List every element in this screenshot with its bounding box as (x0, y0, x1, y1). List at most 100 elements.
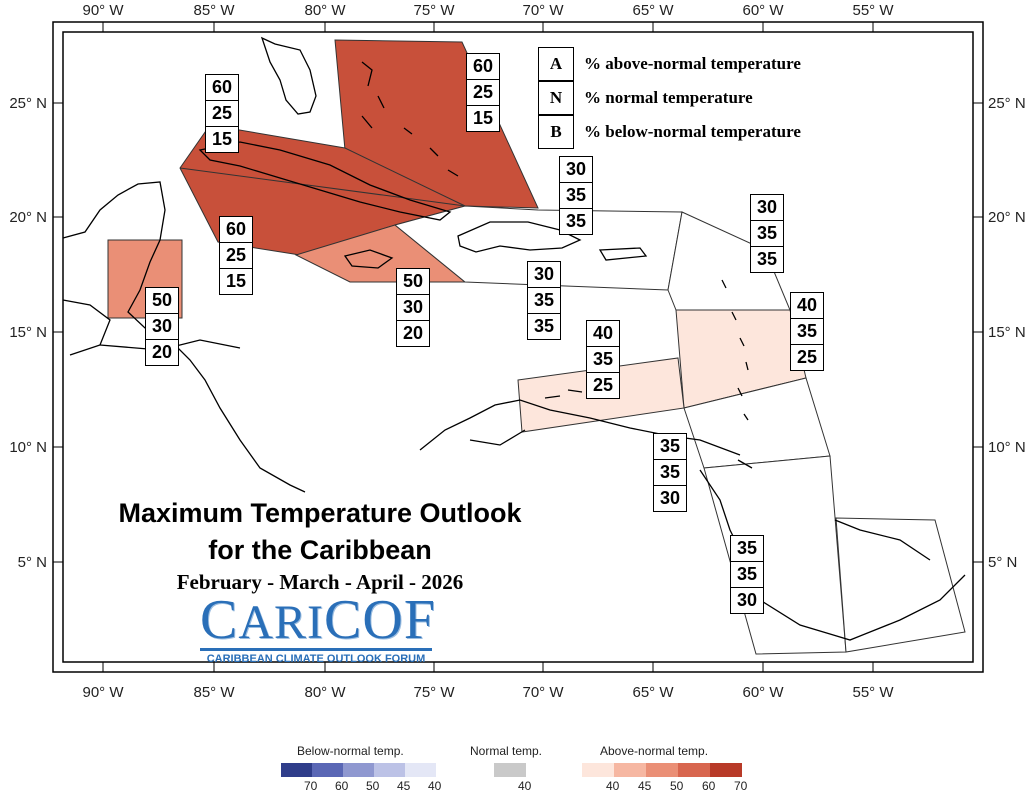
prob-box-turks-caicos: 30 35 35 (559, 156, 593, 235)
below-pct: 15 (225, 271, 247, 291)
normal-pct: 25 (206, 101, 238, 127)
legend-swatch (312, 763, 343, 777)
legend-value-label: 40 (518, 779, 532, 793)
above-pct: 30 (560, 157, 592, 183)
above-pct: 50 (397, 269, 429, 295)
normal-pct: 35 (528, 288, 560, 314)
legend-swatch (374, 763, 405, 777)
below-pct: 15 (211, 129, 233, 149)
above-pct: 40 (587, 321, 619, 347)
normal-pct: 35 (654, 460, 686, 486)
bottom-tick-label: 75° W (413, 684, 455, 701)
forecast-period: February - March - April - 2026 (176, 570, 464, 594)
top-tick-label: 60° W (742, 2, 784, 19)
key-row-above: A % above-normal temperature (538, 47, 801, 81)
below-pct: 35 (756, 249, 778, 269)
normal-pct: 35 (587, 347, 619, 373)
top-tick-label: 90° W (82, 2, 124, 19)
normal-pct: 35 (731, 562, 763, 588)
normal-pct: 25 (467, 80, 499, 106)
logo-tagline: CARIBBEAN CLIMATE OUTLOOK FORUM (206, 653, 426, 665)
above-pct: 60 (220, 217, 252, 243)
above-pct: 60 (467, 54, 499, 80)
zone-suriname (835, 517, 966, 653)
key-row-normal: N % normal temperature (538, 81, 801, 115)
legend-normal-title: Normal temp. (470, 744, 543, 758)
legend-value-label: 50 (670, 779, 684, 793)
key-text: % below-normal temperature (584, 122, 801, 141)
above-pct: 40 (791, 293, 823, 319)
bottom-tick-label: 60° W (742, 684, 784, 701)
right-tick-label: 15° N (988, 324, 1026, 341)
prob-box-cuba-west: 60 25 15 (205, 74, 239, 153)
legend-swatch (646, 763, 678, 777)
normal-pct: 30 (146, 314, 178, 340)
legend-value-label: 70 (304, 779, 318, 793)
top-axis: 90° W 85° W 80° W 75° W 70° W 65° W 60° … (82, 2, 894, 32)
legend-swatch (678, 763, 710, 777)
legend-value-label: 70 (734, 779, 748, 793)
below-pct: 15 (472, 108, 494, 128)
key-text: % above-normal temperature (584, 54, 801, 73)
below-pct: 30 (659, 488, 681, 508)
above-pct: 35 (731, 536, 763, 562)
logo-wordmark: CARICOF (200, 589, 436, 651)
above-pct: 60 (206, 75, 238, 101)
legend-value-label: 60 (702, 779, 716, 793)
below-pct: 30 (736, 590, 758, 610)
bottom-tick-label: 80° W (304, 684, 346, 701)
prob-box-abc: 40 35 25 (586, 320, 620, 399)
bottom-tick-label: 55° W (852, 684, 894, 701)
below-pct: 20 (402, 323, 424, 343)
caricof-logo: CARICOF CARIBBEAN CLIMATE OUTLOOK FORUM (200, 589, 436, 665)
legend-swatch (614, 763, 646, 777)
above-pct: 35 (654, 434, 686, 460)
top-tick-label: 85° W (193, 2, 235, 19)
top-tick-label: 75° W (413, 2, 455, 19)
prob-box-cuba-east: 60 25 15 (219, 216, 253, 295)
legend-swatch (710, 763, 742, 777)
left-tick-label: 10° N (9, 439, 47, 456)
bottom-tick-label: 70° W (522, 684, 564, 701)
normal-pct: 25 (220, 243, 252, 269)
legend-swatch (281, 763, 312, 777)
bottom-tick-label: 65° W (632, 684, 674, 701)
map-title-line2: for the Caribbean (208, 535, 432, 565)
legend-value-label: 40 (428, 779, 442, 793)
above-pct: 30 (528, 262, 560, 288)
above-pct: 50 (146, 288, 178, 314)
left-tick-label: 25° N (9, 95, 47, 112)
legend-value-label: 50 (366, 779, 380, 793)
left-tick-label: 5° N (18, 554, 47, 571)
legend-value-label: 45 (638, 779, 652, 793)
key-letter: N (538, 81, 574, 115)
legend-swatch (494, 763, 526, 777)
above-pct: 30 (751, 195, 783, 221)
key-letter: A (538, 47, 574, 81)
legend-value-label: 45 (397, 779, 411, 793)
right-tick-label: 20° N (988, 209, 1026, 226)
bottom-axis: 90° W 85° W 80° W 75° W 70° W 65° W 60° … (82, 662, 894, 701)
prob-box-windward: 40 35 25 (790, 292, 824, 371)
prob-box-trinidad: 35 35 30 (653, 433, 687, 512)
below-pct: 35 (565, 211, 587, 231)
top-tick-label: 80° W (304, 2, 346, 19)
probability-key: A % above-normal temperature N % normal … (538, 47, 801, 149)
key-row-below: B % below-normal temperature (538, 115, 801, 149)
legend-below-title: Below-normal temp. (297, 744, 404, 758)
prob-box-bahamas: 60 25 15 (466, 53, 500, 132)
map-title: Maximum Temperature Outlook (118, 498, 522, 528)
normal-pct: 35 (751, 221, 783, 247)
normal-pct: 35 (560, 183, 592, 209)
bottom-tick-label: 85° W (193, 684, 235, 701)
prob-box-jamaica: 50 30 20 (396, 268, 430, 347)
bottom-tick-label: 90° W (82, 684, 124, 701)
legend-value-label: 60 (335, 779, 349, 793)
key-text: % normal temperature (584, 88, 753, 107)
below-pct: 20 (151, 342, 173, 362)
legend-above-title: Above-normal temp. (600, 744, 709, 758)
top-tick-label: 65° W (632, 2, 674, 19)
key-letter: B (538, 115, 574, 149)
legend-swatch (405, 763, 436, 777)
